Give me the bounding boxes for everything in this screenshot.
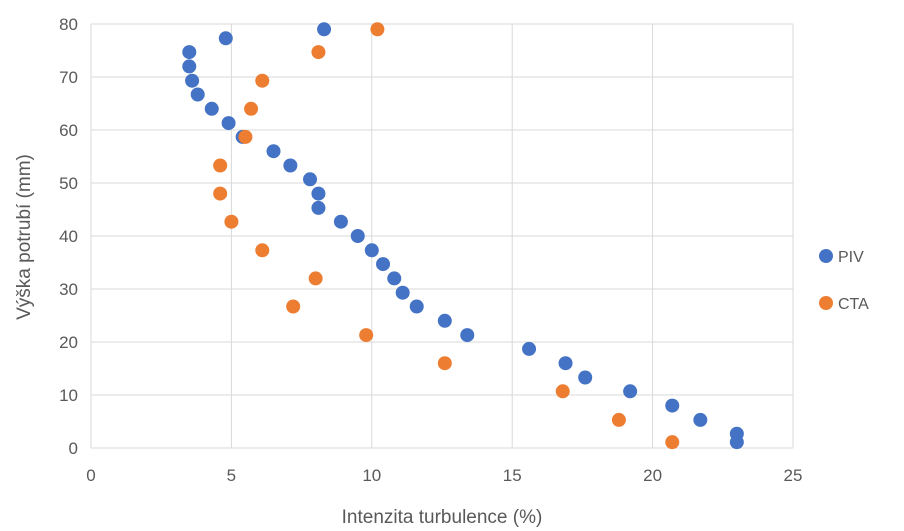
legend-label: CTA <box>838 296 869 313</box>
data-point <box>395 285 410 300</box>
x-tick-label: 10 <box>362 466 381 485</box>
data-point <box>437 313 452 328</box>
y-tick-label: 50 <box>59 174 78 193</box>
data-point <box>555 384 570 399</box>
data-point <box>213 158 228 173</box>
data-point <box>255 243 270 258</box>
legend-label: PIV <box>838 249 864 266</box>
legend-marker <box>819 296 833 310</box>
data-point <box>238 129 253 144</box>
data-point <box>182 59 197 74</box>
data-point <box>333 214 348 229</box>
x-tick-label: 20 <box>643 466 662 485</box>
data-point <box>283 158 298 173</box>
data-point <box>623 384 638 399</box>
x-axis-title: Intenzita turbulence (%) <box>342 507 543 528</box>
data-point <box>376 257 391 272</box>
data-point <box>437 356 452 371</box>
data-points <box>182 22 744 450</box>
y-tick-label: 60 <box>59 121 78 140</box>
series-piv <box>182 22 744 450</box>
data-point <box>578 370 593 385</box>
y-tick-label: 70 <box>59 68 78 87</box>
data-point <box>558 356 573 371</box>
data-point <box>190 87 205 102</box>
data-point <box>266 144 281 159</box>
data-point <box>311 200 326 215</box>
x-tick-label: 25 <box>784 466 803 485</box>
x-tick-label: 5 <box>227 466 236 485</box>
data-point <box>370 22 385 37</box>
data-point <box>221 116 236 131</box>
data-point <box>409 299 424 314</box>
data-point <box>317 22 332 37</box>
data-point <box>350 229 365 243</box>
data-point <box>255 73 270 88</box>
data-point <box>364 243 379 258</box>
data-point <box>218 31 233 46</box>
data-point <box>387 271 402 286</box>
y-tick-label: 80 <box>59 15 78 34</box>
data-point <box>303 172 318 187</box>
grid-lines <box>90 23 794 449</box>
legend-marker <box>819 249 833 263</box>
data-point <box>311 45 326 60</box>
data-point <box>611 412 626 427</box>
data-point <box>729 426 744 441</box>
y-tick-label: 20 <box>59 333 78 352</box>
data-point <box>665 435 680 450</box>
data-point <box>224 214 239 229</box>
x-tick-label: 15 <box>503 466 522 485</box>
data-point <box>693 412 708 427</box>
y-tick-label: 30 <box>59 280 78 299</box>
data-point <box>460 328 475 343</box>
y-tick-label: 40 <box>59 227 78 246</box>
y-tick-label: 10 <box>59 386 78 405</box>
data-point <box>204 101 219 116</box>
legend: PIV CTA <box>819 249 869 313</box>
data-point <box>665 398 680 413</box>
series-cta <box>213 22 680 450</box>
y-tick-label: 0 <box>69 439 78 458</box>
data-point <box>182 45 197 60</box>
tick-labels: 0 5 10 15 20 25 0 10 20 30 40 50 60 70 80 <box>59 15 802 485</box>
data-point <box>185 73 200 88</box>
data-point <box>359 328 374 343</box>
x-tick-label: 0 <box>86 466 95 485</box>
data-point <box>213 186 228 201</box>
data-point <box>244 101 259 116</box>
data-point <box>286 299 301 314</box>
y-axis-title: Výška potrubí (mm) <box>14 154 35 320</box>
data-point <box>522 341 537 356</box>
data-point <box>311 186 326 201</box>
data-point <box>308 271 323 286</box>
